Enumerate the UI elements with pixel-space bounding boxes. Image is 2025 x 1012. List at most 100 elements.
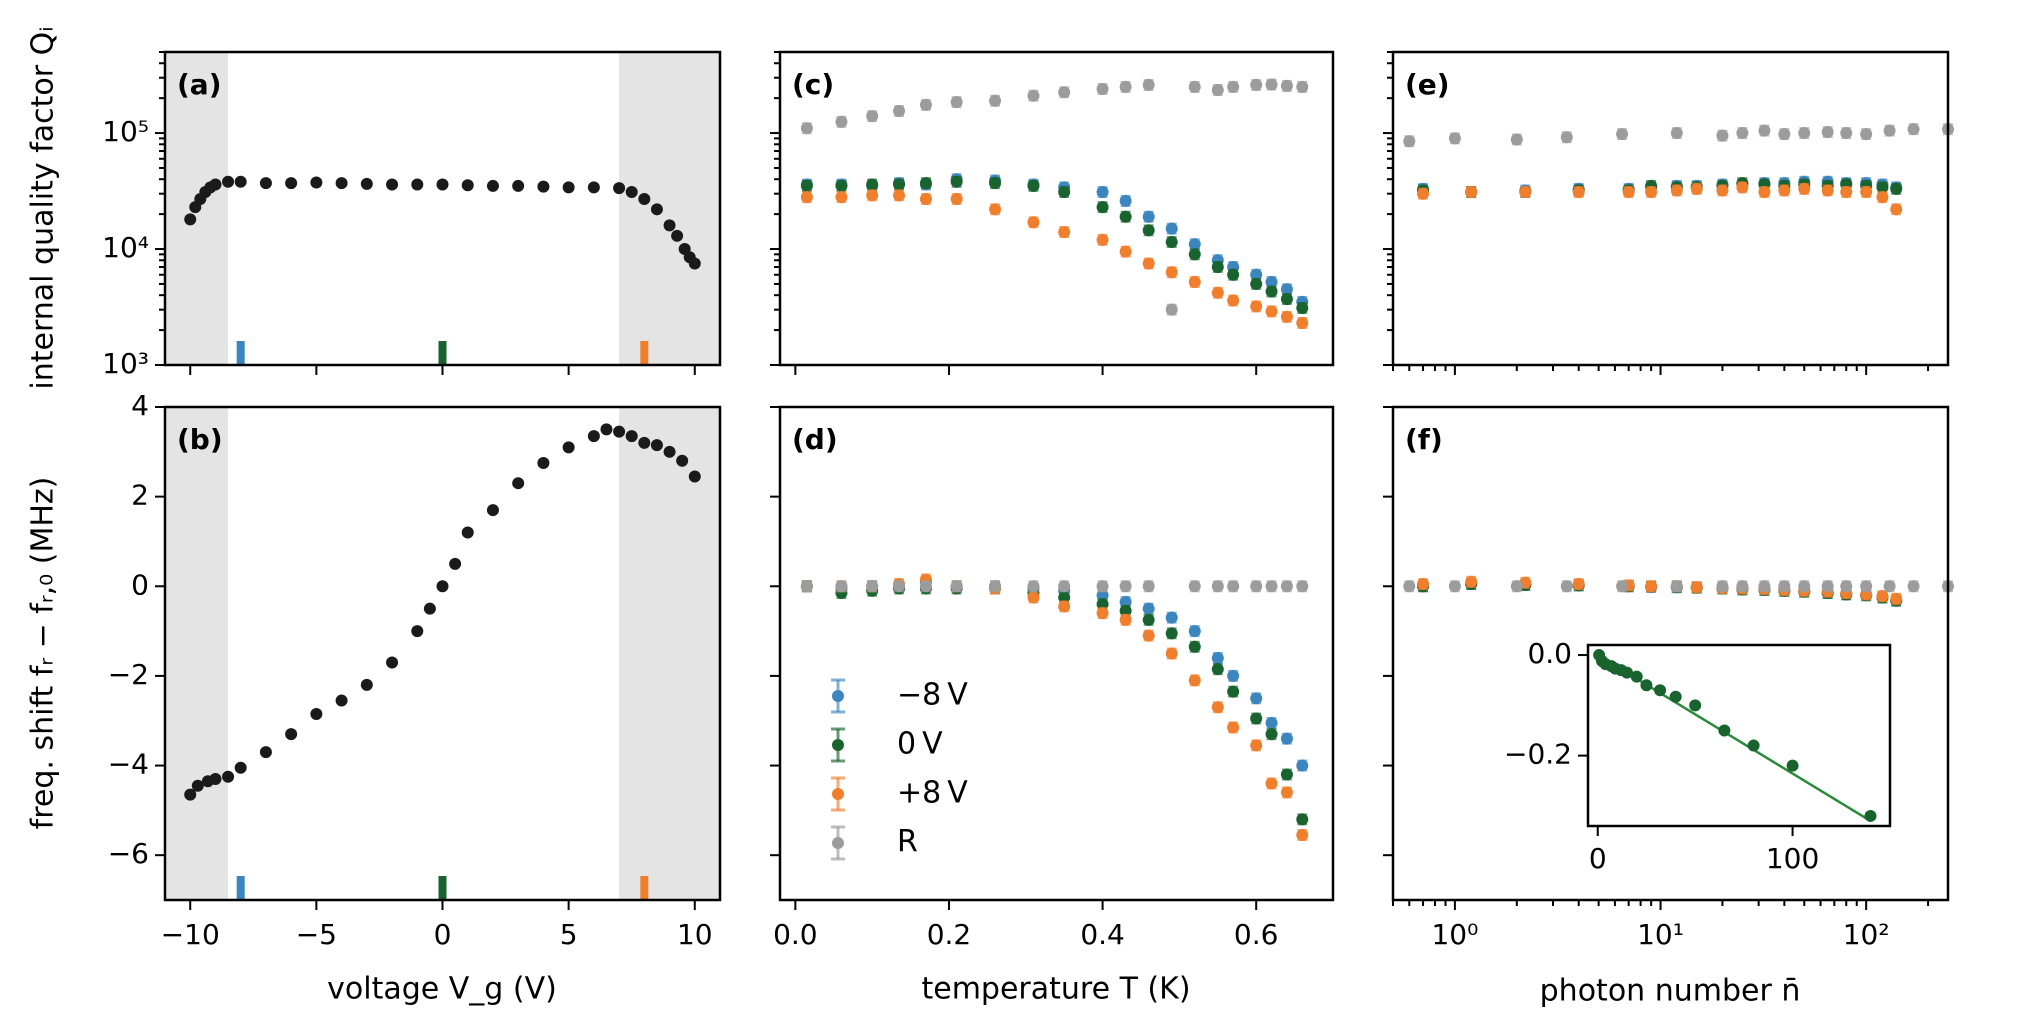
point-d-neg8-15 <box>1227 669 1240 682</box>
point-e-pos8-3 <box>1572 186 1585 199</box>
inset-point-12 <box>1718 724 1731 737</box>
point-d-zero-18 <box>1280 768 1293 781</box>
point-a-black-27 <box>671 229 684 242</box>
shaded-regions <box>165 52 720 900</box>
point-c-pos8-15 <box>1227 294 1240 307</box>
legend-label-zero: 0 V <box>897 727 943 762</box>
point-c-pos8-12 <box>1165 266 1178 279</box>
legend-label-ref: R <box>897 825 918 860</box>
point-d-neg8-17 <box>1265 716 1278 729</box>
xtick-label-d-2: 0.4 <box>1080 918 1125 951</box>
ytick-label-a-0: 10³ <box>102 347 149 380</box>
point-c-ref-11 <box>1142 78 1155 91</box>
point-d-pos8-16 <box>1250 739 1263 752</box>
point-f-ref-7 <box>1736 580 1749 593</box>
point-d-pos8-8 <box>1058 600 1071 613</box>
xtick-label-b-0: −10 <box>161 918 220 951</box>
point-c-pos8-13 <box>1188 275 1201 288</box>
point-a-black-19 <box>537 180 550 193</box>
point-c-pos8-6 <box>989 203 1002 216</box>
point-d-pos8-9 <box>1096 607 1109 620</box>
ytick-label-b-3: 0 <box>131 568 149 601</box>
point-e-ref-2 <box>1510 133 1523 146</box>
axes-frames <box>163 50 1950 902</box>
point-a-black-20 <box>562 181 575 194</box>
point-c-pos8-19 <box>1296 317 1309 330</box>
point-d-ref-5 <box>950 580 963 593</box>
point-f-pos8-3 <box>1572 578 1585 591</box>
point-c-ref-10 <box>1119 80 1132 93</box>
point-d-zero-19 <box>1296 813 1309 826</box>
axis-ticks <box>155 51 1930 910</box>
legend-marker-pos8 <box>832 788 844 800</box>
point-c-zero-11 <box>1142 224 1155 237</box>
point-d-pos8-10 <box>1119 613 1132 626</box>
point-b-black-11 <box>386 656 399 669</box>
point-c-pos8-10 <box>1119 245 1132 258</box>
point-c-neg8-12 <box>1165 222 1178 235</box>
point-b-black-1 <box>191 779 204 792</box>
point-c-zero-6 <box>989 177 1002 190</box>
point-d-ref-8 <box>1058 580 1071 593</box>
axes-frame-f <box>1391 405 1950 902</box>
voltage-marker-a-neg8 <box>236 341 245 365</box>
point-a-black-8 <box>259 177 272 190</box>
point-c-pos8-5 <box>950 193 963 206</box>
point-d-neg8-18 <box>1280 732 1293 745</box>
point-c-ref-2 <box>866 110 879 123</box>
point-e-pos8-2 <box>1519 186 1532 199</box>
ytick-label-b-1: −4 <box>108 748 149 781</box>
point-c-neg8-9 <box>1096 186 1109 199</box>
ytick-label-b-5: 4 <box>131 389 149 422</box>
point-a-black-11 <box>335 177 348 190</box>
point-c-ref-15 <box>1227 80 1240 93</box>
point-c-ref-17 <box>1265 78 1278 91</box>
point-c-zero-13 <box>1188 248 1201 261</box>
point-b-black-4 <box>222 770 235 783</box>
point-d-ref-10 <box>1119 580 1132 593</box>
point-c-pos8-18 <box>1280 310 1293 323</box>
point-f-pos8-7 <box>1690 581 1703 594</box>
point-c-ref-18 <box>1280 79 1293 92</box>
point-e-ref-13 <box>1860 128 1873 141</box>
point-f-ref-4 <box>1616 580 1629 593</box>
point-e-pos8-5 <box>1645 186 1658 199</box>
voltage-marker-a-pos8 <box>640 341 649 365</box>
point-b-black-6 <box>259 746 272 759</box>
point-b-black-22 <box>600 423 613 436</box>
legend-label-neg8: −8 V <box>897 678 968 713</box>
point-b-black-20 <box>562 441 575 454</box>
point-f-pos8-1 <box>1465 575 1478 588</box>
point-d-ref-11 <box>1142 580 1155 593</box>
point-c-ref-14 <box>1211 84 1224 97</box>
panel-label-f: (f) <box>1405 423 1443 456</box>
inset-ytick-label-1: −0.2 <box>1504 738 1572 771</box>
point-d-pos8-11 <box>1142 629 1155 642</box>
xtick-label-b-3: 5 <box>560 918 578 951</box>
panel-label-a: (a) <box>177 68 222 101</box>
axes-frame-e <box>1391 50 1950 367</box>
legend-entry-zero: 0 V <box>831 727 943 763</box>
point-d-ref-18 <box>1296 580 1309 593</box>
point-d-ref-0 <box>800 580 813 593</box>
point-a-black-9 <box>285 177 298 190</box>
point-c-zero-9 <box>1096 201 1109 214</box>
point-d-pos8-13 <box>1188 674 1201 687</box>
point-d-ref-13 <box>1211 580 1224 593</box>
point-e-pos8-7 <box>1690 182 1703 195</box>
xtick-label-f-0: 10⁰ <box>1431 918 1478 951</box>
point-e-ref-10 <box>1798 127 1811 140</box>
point-b-black-18 <box>512 477 525 490</box>
point-d-neg8-14 <box>1211 651 1224 664</box>
point-a-black-5 <box>209 178 222 191</box>
point-d-ref-6 <box>989 580 1002 593</box>
point-c-zero-0 <box>800 179 813 192</box>
point-d-zero-12 <box>1165 627 1178 640</box>
point-c-ref-1 <box>835 115 848 128</box>
panel-label-c: (c) <box>792 68 834 101</box>
inset-point-8 <box>1640 679 1653 692</box>
point-a-black-30 <box>688 257 701 270</box>
point-d-ref-4 <box>919 580 932 593</box>
x-axis-label-photon: photon number n̄ <box>1540 974 1801 1009</box>
point-e-pos8-0 <box>1417 187 1430 200</box>
